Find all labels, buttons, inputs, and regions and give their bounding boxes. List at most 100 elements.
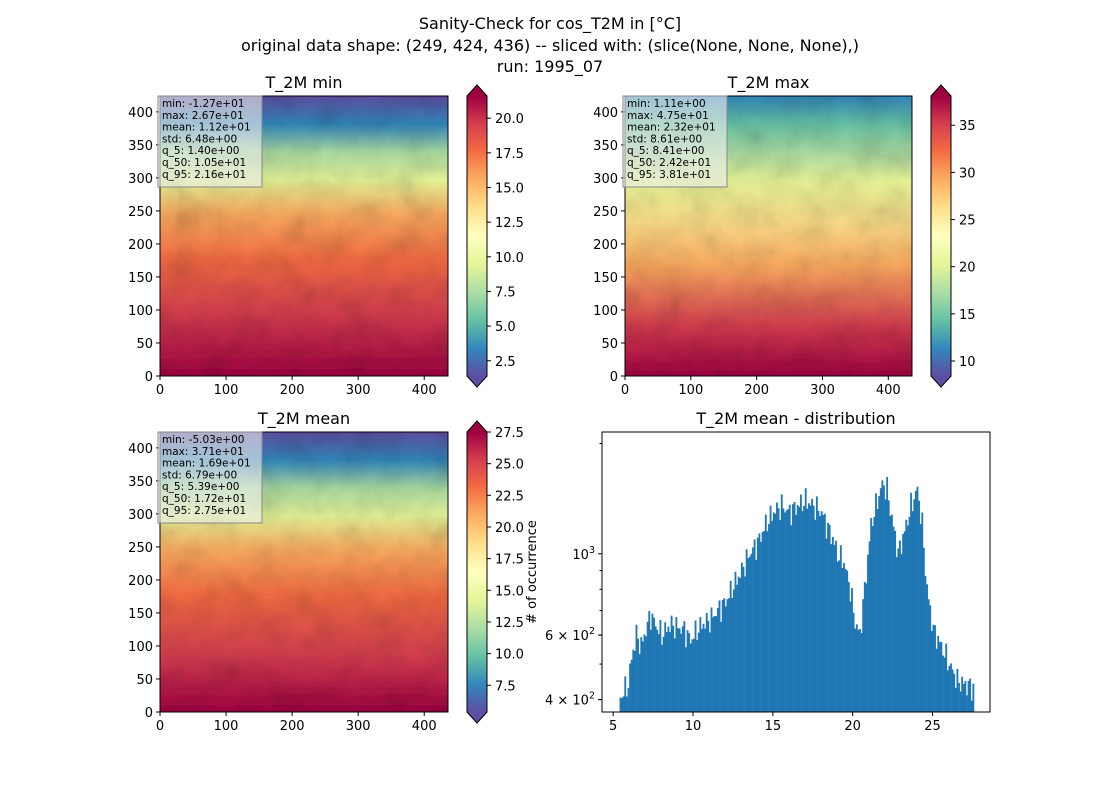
histogram-bar [745,549,748,712]
panel-title: T_2M mean [257,409,350,429]
histogram-bar [929,605,932,712]
histogram-bar [768,524,770,712]
histogram-bar [948,665,951,712]
histogram-bar [935,648,938,712]
histogram-bar [708,632,711,712]
y-tick-label: 300 [593,172,618,187]
stats-box [622,95,728,188]
y-tick-label: 300 [128,508,153,523]
histogram-bar [945,643,948,712]
histogram-bar [630,659,633,712]
colorbar-extend-top [467,85,487,96]
y-tick-label: 400 [128,442,153,457]
histogram-bar [873,516,876,712]
stats-line: min: -1.27e+01 [162,98,244,110]
colorbar-tick-label: 2.5 [495,355,516,370]
histogram-bar [830,544,833,712]
histogram-bar [956,668,959,712]
stats-line: max: 3.71e+01 [162,446,244,458]
histogram-bar [782,508,785,712]
histogram-bar [777,508,780,712]
y-tick-label: 0 [145,706,153,721]
y-tick-label: 200 [128,574,153,589]
histogram-bar [661,644,663,712]
y-axis-label: # of occurrence [525,520,540,624]
histogram-bar [910,492,913,712]
stats-line: q_95: 2.16e+01 [162,169,246,181]
histogram-bar [970,700,973,712]
colorbar: 7.5 10.0 12.5 15.0 17.5 20.0 22.5 25.0 27.5 [466,420,524,724]
panel-title: T_2M max [727,73,810,93]
histogram-bar [959,691,962,712]
colorbar-extend-bottom [467,376,487,387]
axes-frame [159,431,449,713]
y-tick-label: 100 [593,304,618,319]
histogram-bar [742,566,745,712]
histogram-bar [638,654,641,712]
histogram-bar [624,676,627,712]
histogram-bar [700,629,703,712]
colorbar-tick-label: 17.5 [495,147,524,162]
histogram-bar [790,525,793,712]
histogram-bar [787,509,790,712]
histogram-bar [761,531,764,712]
colorbar-extend-bottom [467,712,487,723]
histogram-bar [622,696,625,712]
histogram-bar [715,616,718,712]
colorbar-gradient [467,96,487,376]
histogram-bar [954,687,957,712]
histogram-bar [812,505,815,712]
histogram-bars [619,476,975,712]
histogram-bar [819,516,821,712]
panel-title: T_2M mean - distribution [695,409,895,429]
histogram-bar [776,502,778,712]
histogram-bar [922,547,925,712]
histogram-bar [718,600,721,712]
histogram-bar [846,570,849,712]
histogram-bar [951,669,954,712]
histogram-bar [906,525,909,712]
figure-title: Sanity-Check for cos_T2M in [°C] origina… [241,14,859,77]
histogram-bar [685,647,687,712]
histogram-bar [847,582,850,712]
histogram-bar [753,539,756,712]
colorbar-extend-top [931,85,951,96]
histogram-bar [946,670,949,712]
histogram-bar [758,533,761,712]
histogram-bar [938,641,941,712]
histogram-bar [645,636,647,712]
histogram-bar [720,621,723,712]
stats-line: mean: 2.32e+01 [627,122,716,134]
stats-line: q_95: 3.81e+01 [627,169,711,181]
histogram-bar [871,526,874,712]
colorbar-tick-label: 25.0 [495,458,524,473]
histogram-bar [779,519,782,712]
x-tick-label: 0 [156,719,164,734]
histogram-bar [887,500,890,712]
y-tick-label: 350 [128,475,153,490]
stats-line: std: 6.79e+00 [162,469,237,481]
histogram-bar [860,632,863,712]
colorbar-tick-label: 15 [959,308,976,323]
colorbar-outline [930,84,952,388]
histogram-bar [693,638,695,712]
x-tick-label: 200 [280,719,305,734]
colorbar-outline [466,84,488,388]
histogram-bar [625,696,628,712]
colorbar-outline [466,420,488,724]
colorbar-tick-label: 15.0 [495,181,524,196]
histogram-bar [843,562,845,712]
histogram-bar [766,531,769,712]
histogram-bar [673,638,676,712]
histogram-bar [867,554,869,712]
y-tick-label: 100 [128,640,153,655]
histogram-bar [664,622,667,712]
histogram-bar [943,657,946,712]
histogram-bar [696,640,699,712]
histogram-bar [905,519,908,712]
histogram-bar [678,628,681,712]
x-tick-label: 10 [685,719,702,734]
stats-line: q_50: 1.05e+01 [162,157,246,169]
histogram-bar [831,536,834,712]
colorbar-tick-label: 10.0 [495,251,524,266]
